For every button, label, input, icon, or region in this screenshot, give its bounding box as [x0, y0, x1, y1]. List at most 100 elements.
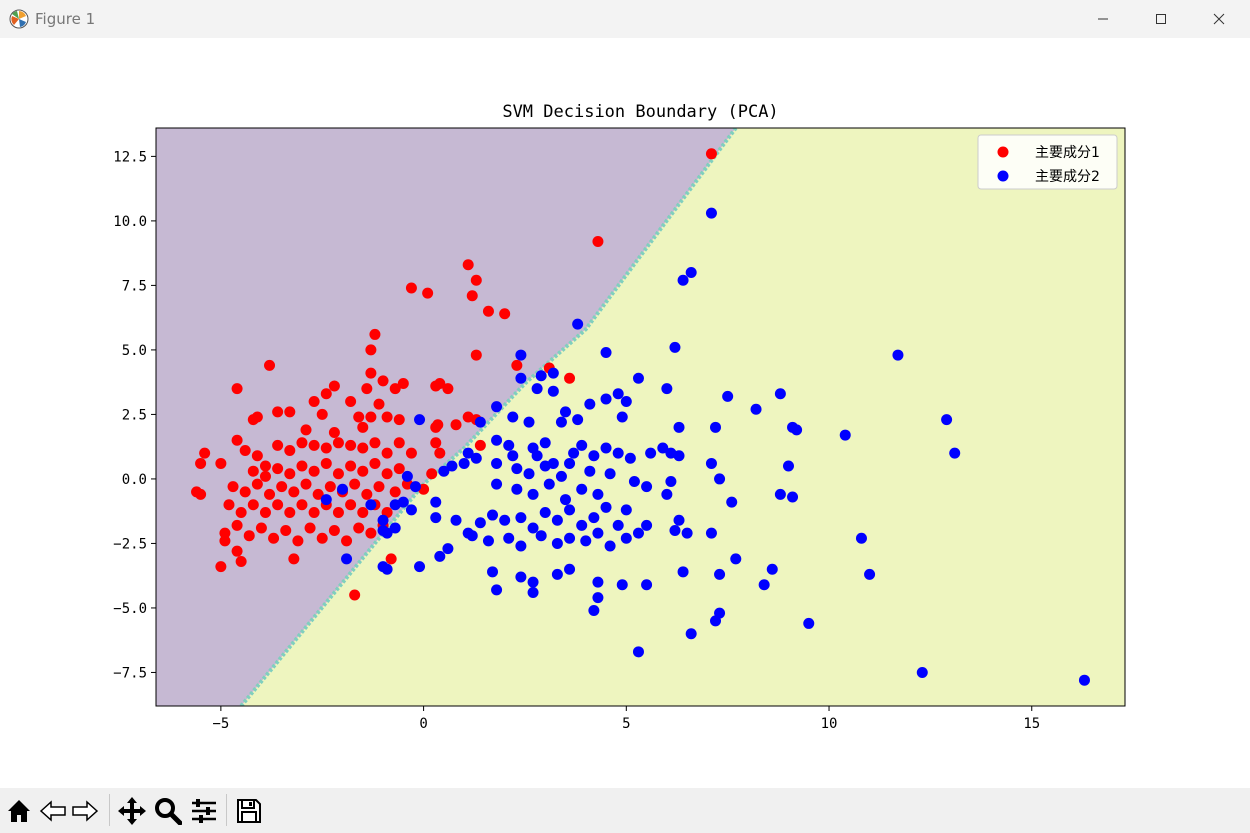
data-point [470, 349, 482, 361]
data-point [446, 460, 458, 472]
data-point [527, 522, 539, 534]
data-point [612, 447, 624, 459]
data-point [499, 308, 511, 320]
data-point [855, 532, 867, 544]
data-point [247, 499, 259, 511]
toolbar-separator [109, 794, 110, 826]
data-point [296, 499, 308, 511]
data-point [259, 470, 271, 482]
forward-button[interactable] [70, 796, 100, 826]
data-point [722, 390, 734, 402]
data-point [673, 450, 685, 462]
data-point [523, 416, 535, 428]
data-point [365, 344, 377, 356]
data-point [357, 506, 369, 518]
close-button[interactable] [1190, 0, 1248, 38]
data-point [515, 540, 527, 552]
data-point [564, 504, 576, 516]
data-point [393, 463, 405, 475]
data-point [320, 494, 332, 506]
data-point [677, 274, 689, 286]
data-point [507, 450, 519, 462]
data-point [332, 437, 344, 449]
data-point [466, 530, 478, 542]
close-icon [1213, 13, 1225, 25]
data-point [219, 535, 231, 547]
back-button[interactable] [38, 796, 68, 826]
data-point [564, 532, 576, 544]
y-tick-label: 0.0 [122, 472, 147, 488]
pan-icon [118, 797, 146, 825]
data-point [515, 512, 527, 524]
data-point [389, 486, 401, 498]
home-icon [8, 800, 30, 822]
data-point [564, 372, 576, 384]
minimize-button[interactable] [1074, 0, 1132, 38]
data-point [308, 465, 320, 477]
data-point [442, 383, 454, 395]
data-point [657, 442, 669, 454]
series-2 [320, 207, 1090, 686]
data-point [576, 519, 588, 531]
legend-label: 主要成分1 [1035, 145, 1100, 161]
x-tick-label: 15 [1023, 716, 1040, 732]
data-point [624, 452, 636, 464]
data-point [251, 478, 263, 490]
zoom-button[interactable] [153, 796, 183, 826]
data-point [661, 488, 673, 500]
data-point [405, 447, 417, 459]
data-point [259, 460, 271, 472]
data-point [389, 522, 401, 534]
data-point [414, 561, 426, 573]
data-point [349, 478, 361, 490]
window-titlebar: Figure 1 [0, 0, 1250, 38]
data-point [434, 377, 446, 389]
data-point [432, 419, 444, 431]
data-point [665, 476, 677, 488]
data-point [243, 530, 255, 542]
y-tick-label: −2.5 [113, 536, 147, 552]
data-point [491, 457, 503, 469]
data-point [474, 517, 486, 529]
data-point [353, 522, 365, 534]
data-point [584, 398, 596, 410]
data-point [462, 447, 474, 459]
data-point [272, 463, 284, 475]
data-point [604, 468, 616, 480]
data-point [272, 439, 284, 451]
data-point [320, 388, 332, 400]
data-point [215, 561, 227, 573]
data-point [316, 408, 328, 420]
x-tick-label: 5 [622, 716, 630, 732]
data-point [199, 447, 211, 459]
svm-scatter-chart: SVM Decision Boundary (PCA) −5 0 5 10 15 −7.5… [113, 102, 1126, 732]
data-point [328, 426, 340, 438]
figure-canvas[interactable]: SVM Decision Boundary (PCA) −5 0 5 10 15 −7.5… [0, 38, 1250, 788]
data-point [547, 385, 559, 397]
data-point [482, 535, 494, 547]
configure-subplots-button[interactable] [189, 796, 219, 826]
data-point [393, 437, 405, 449]
data-point [539, 460, 551, 472]
data-point [405, 282, 417, 294]
data-point [434, 550, 446, 562]
y-tick-label: 12.5 [113, 149, 147, 165]
pan-button[interactable] [117, 796, 147, 826]
data-point [438, 465, 450, 477]
maximize-button[interactable] [1132, 0, 1190, 38]
data-point [576, 483, 588, 495]
data-point [588, 450, 600, 462]
data-point [531, 383, 543, 395]
data-point [523, 468, 535, 480]
data-point [280, 525, 292, 537]
decision-boundary-line [239, 128, 738, 706]
zoom-icon [155, 798, 182, 825]
data-point [365, 499, 377, 511]
save-button[interactable] [234, 796, 264, 826]
data-point [389, 383, 401, 395]
data-point [349, 589, 361, 601]
home-button[interactable] [4, 796, 34, 826]
data-point [288, 486, 300, 498]
data-point [499, 514, 511, 526]
decision-region-class-a [156, 128, 736, 706]
